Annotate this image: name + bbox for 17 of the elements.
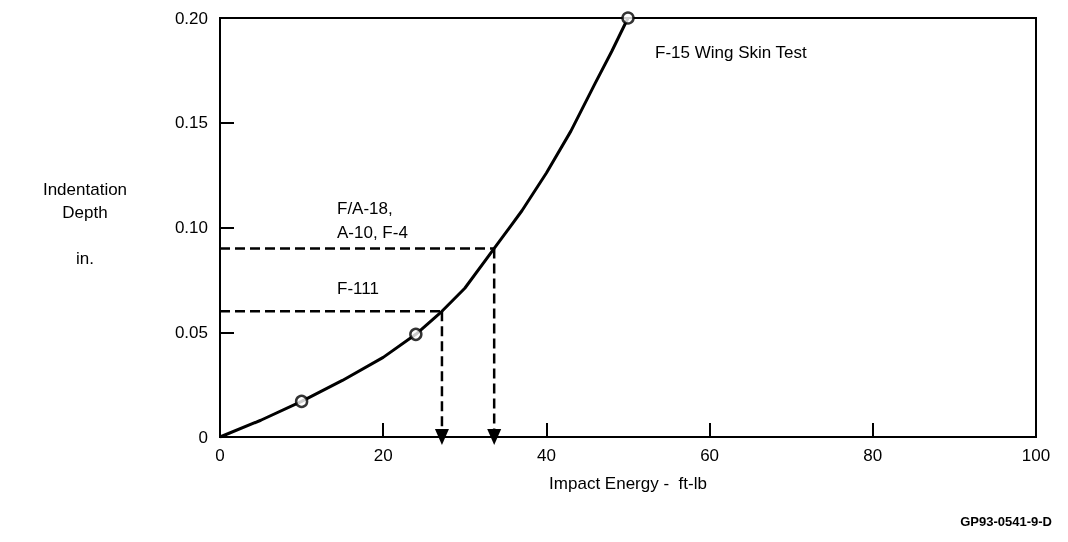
annotation: F-15 Wing Skin Test: [655, 42, 808, 62]
x-tick-label: 80: [863, 446, 883, 465]
x-tick-label: 60: [700, 446, 720, 465]
y-tick-label: 0.20: [174, 8, 208, 28]
y-tick-label: 0.15: [174, 113, 208, 133]
x-axis-title: Impact Energy - ft-lb: [549, 474, 707, 493]
y-tick-label: 0.05: [174, 322, 208, 342]
x-tick-label: 20: [373, 446, 393, 465]
text: GP93-0541-9-D: [960, 514, 1053, 529]
y-tick-label: 0.10: [174, 218, 208, 237]
text: Indentation Depth in.: [42, 180, 128, 268]
annotation: F/A-18, A-10, F-4: [337, 198, 408, 242]
y-tick-label: 0: [198, 427, 208, 447]
x-tick-label: 40: [536, 446, 556, 465]
x-tick-label: 0: [215, 446, 225, 465]
annotation: F-111: [337, 278, 379, 298]
x-tick-label: 100: [1021, 446, 1051, 465]
